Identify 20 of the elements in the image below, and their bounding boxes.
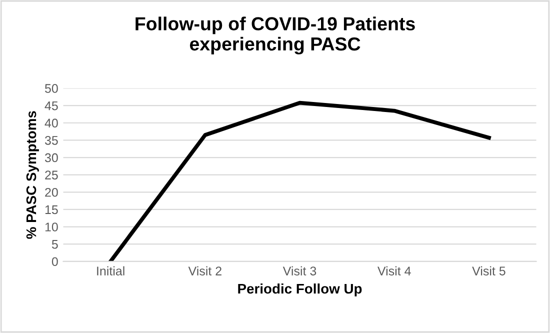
x-tick-label: Visit 4 — [377, 266, 411, 276]
y-tick-label: 40 — [44, 118, 58, 128]
y-tick-label: 45 — [44, 101, 58, 110]
chart-title: Follow-up of COVID-19 Patients experiencing PASC — [136, 16, 415, 54]
y-tick-label: 50 — [44, 84, 58, 93]
x-axis-title: Periodic Follow Up — [238, 283, 362, 296]
y-tick-label: 35 — [44, 136, 58, 145]
y-tick-label: 5 — [52, 240, 58, 249]
x-tick-label: Initial — [97, 266, 124, 276]
y-tick-label: 20 — [45, 188, 58, 197]
line-series — [108, 100, 491, 262]
y-tick-label: 30 — [44, 153, 58, 162]
y-tick-label: 25 — [45, 170, 58, 180]
x-tick-label: Visit 5 — [472, 266, 506, 276]
y-tick-label: 10 — [45, 222, 58, 232]
x-tick-label: Visit 3 — [282, 266, 316, 276]
y-tick-label: 15 — [45, 205, 58, 214]
x-tick-label: Visit 2 — [188, 266, 222, 276]
y-tick-label: 0 — [52, 257, 58, 266]
y-axis-title: % PASC Symptoms — [26, 111, 39, 239]
